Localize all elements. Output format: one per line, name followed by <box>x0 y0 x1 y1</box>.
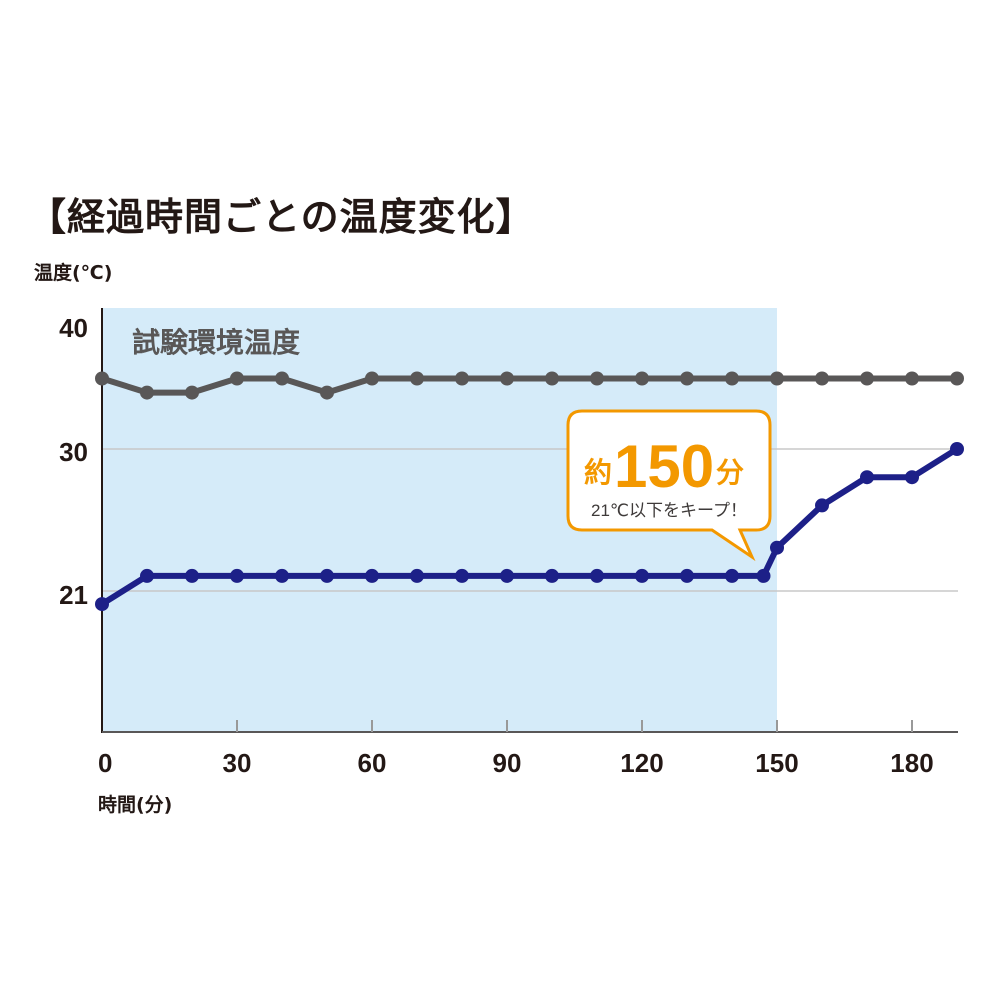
data-point <box>500 371 514 386</box>
data-point <box>185 568 199 583</box>
y-tick-label: 40 <box>59 313 88 343</box>
callout-shape <box>566 409 772 562</box>
data-point <box>725 371 739 386</box>
data-point <box>455 568 469 583</box>
data-point <box>860 470 874 485</box>
data-point <box>320 385 334 400</box>
x-tick-label: 30 <box>223 748 252 778</box>
data-point <box>365 568 379 583</box>
data-point <box>365 371 379 386</box>
data-point <box>500 568 514 583</box>
data-point <box>770 371 784 386</box>
data-point <box>680 371 694 386</box>
data-point <box>770 540 784 555</box>
data-point <box>455 371 469 386</box>
data-point <box>725 568 739 583</box>
data-point <box>185 385 199 400</box>
data-point <box>635 568 649 583</box>
data-point <box>230 371 244 386</box>
x-tick-label: 120 <box>620 748 663 778</box>
data-point <box>950 371 964 386</box>
x-tick-label: 0 <box>98 748 112 778</box>
data-point <box>545 568 559 583</box>
y-axis-label: 温度(℃) <box>34 262 113 284</box>
y-tick-label: 21 <box>59 580 88 610</box>
data-point <box>140 385 154 400</box>
data-point <box>95 371 109 386</box>
x-tick-label: 90 <box>493 748 522 778</box>
x-tick-label: 180 <box>890 748 933 778</box>
data-point <box>905 371 919 386</box>
data-point <box>230 568 244 583</box>
data-point <box>545 371 559 386</box>
callout-number: 150 <box>614 433 714 500</box>
callout-prefix: 約 <box>584 456 612 488</box>
data-point <box>275 371 289 386</box>
data-point <box>680 568 694 583</box>
data-point <box>140 568 154 583</box>
data-point <box>590 568 604 583</box>
region-label: 試験環境温度 <box>132 326 300 359</box>
callout-subtext: 21℃以下をキープ！ <box>591 501 747 520</box>
x-tick-label: 60 <box>358 748 387 778</box>
data-point <box>815 498 829 513</box>
data-point <box>95 597 109 612</box>
x-tick-label: 150 <box>755 748 798 778</box>
chart-title: 【経過時間ごとの温度変化】 <box>28 195 535 239</box>
data-point <box>635 371 649 386</box>
data-point <box>410 568 424 583</box>
data-point <box>410 371 424 386</box>
callout-suffix: 分 <box>716 457 744 488</box>
data-point <box>905 470 919 485</box>
data-point <box>590 371 604 386</box>
data-point <box>275 568 289 583</box>
data-point <box>950 442 964 456</box>
data-point <box>756 568 771 583</box>
data-point <box>320 568 334 583</box>
data-point <box>860 371 874 386</box>
callout-bubble: 約 150 分 21℃以下をキープ！ <box>566 409 772 562</box>
data-point <box>815 371 829 386</box>
series-line <box>101 375 957 396</box>
x-axis-label: 時間(分) <box>98 794 173 816</box>
y-tick-label: 30 <box>59 437 88 467</box>
